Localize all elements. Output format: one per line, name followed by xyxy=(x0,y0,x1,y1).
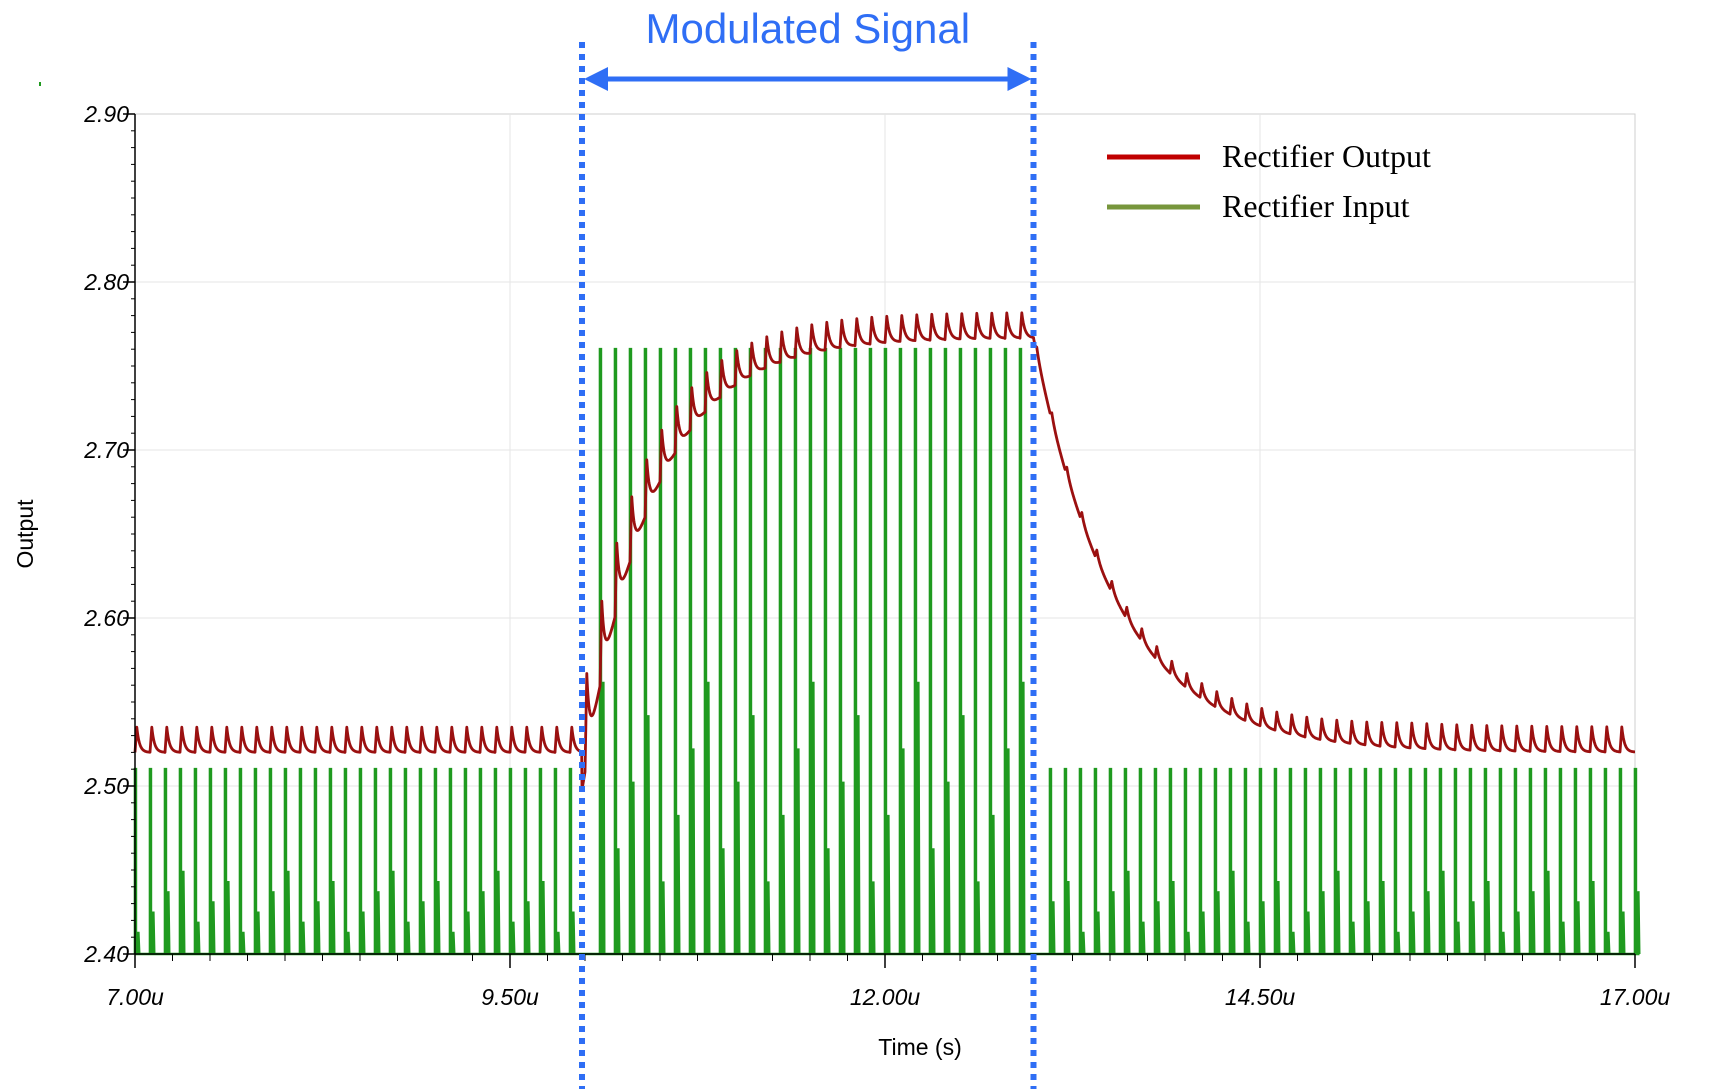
modulated-signal-label: Modulated Signal xyxy=(645,5,970,52)
y-tick-label: 2.50 xyxy=(83,773,129,799)
x-tick-label: 14.50u xyxy=(1225,984,1296,1010)
y-tick-label: 2.40 xyxy=(83,941,129,967)
y-tick-label: 2.60 xyxy=(83,605,129,631)
x-tick-label: 12.00u xyxy=(850,984,921,1010)
x-ticks: 7.00u 9.50u 12.00u 14.50u 17.00u xyxy=(106,954,1670,1010)
legend: Rectifier Output Rectifier Input xyxy=(1107,138,1431,224)
arrow-head-right xyxy=(1007,67,1032,91)
legend-label: Rectifier Output xyxy=(1222,138,1431,174)
annotation: Modulated Signal xyxy=(579,5,1037,1089)
legend-label: Rectifier Input xyxy=(1222,188,1410,224)
arrow-head-left xyxy=(584,67,608,91)
x-tick-label: 7.00u xyxy=(106,984,164,1010)
y-tick-label: 2.80 xyxy=(83,269,129,295)
x-tick-label: 9.50u xyxy=(481,984,539,1010)
rectifier-output-trace xyxy=(133,311,1637,791)
y-tick-label: 2.90 xyxy=(83,101,129,127)
y-axis-title: Output xyxy=(12,499,38,569)
y-ticks: 2.40 2.50 2.60 2.70 2.80 2.90 xyxy=(83,101,135,967)
x-tick-label: 17.00u xyxy=(1600,984,1671,1010)
x-axis-title: Time (s) xyxy=(878,1034,961,1060)
y-tick-label: 2.70 xyxy=(83,437,129,463)
